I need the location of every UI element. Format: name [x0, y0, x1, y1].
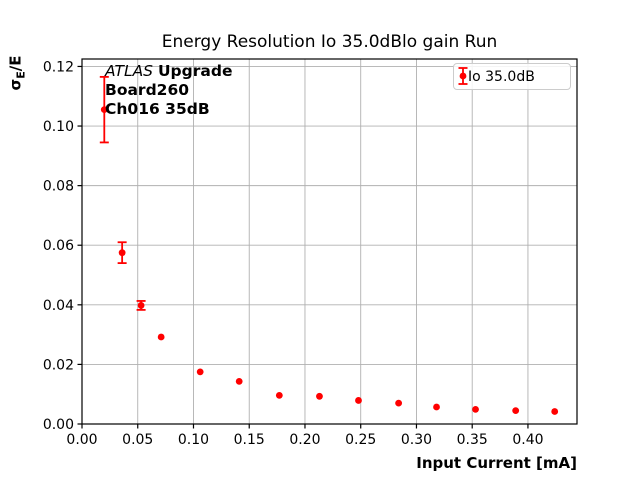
y-tick-label: 0.10 [43, 119, 74, 135]
annotation-atlas: ATLAS [105, 62, 154, 80]
chart-title: Energy Resolution Io 35.0dBlo gain Run [161, 32, 498, 52]
data-point [235, 377, 243, 385]
data-point [551, 408, 559, 415]
data-point [100, 106, 108, 114]
x-tick-label: 0.30 [401, 432, 432, 448]
ylabel-sigma: σ [6, 78, 25, 91]
x-tick-label: 0.15 [234, 432, 265, 448]
x-tick-label: 0.35 [457, 432, 488, 448]
x-tick-label: 0.05 [122, 432, 153, 448]
annotation-line-1: ATLAS Upgrade [105, 62, 232, 81]
data-point [472, 406, 479, 413]
y-tick-label: 0.12 [43, 59, 74, 75]
annotation-block: ATLAS Upgrade Board260 Ch016 35dB [105, 62, 232, 119]
data-point [433, 403, 440, 411]
y-tick-label: 0.04 [43, 298, 74, 314]
data-point [395, 399, 403, 407]
legend-label: Io 35.0dB [468, 68, 535, 85]
y-tick-label: 0.00 [43, 417, 74, 433]
data-point [316, 392, 323, 400]
x-tick-label: 0.40 [512, 432, 543, 448]
annotation-upgrade: Upgrade [157, 62, 233, 80]
legend-errorbar-icon [458, 67, 468, 85]
ylabel-subscript: E [14, 71, 28, 79]
x-tick-label: 0.10 [178, 432, 209, 448]
legend: Io 35.0dB [453, 63, 571, 90]
x-axis-label: Input Current [mA] [416, 454, 577, 472]
data-point [137, 302, 145, 309]
y-axis-label: σE/E [7, 56, 28, 91]
data-point [512, 407, 520, 414]
y-tick-label: 0.08 [43, 179, 74, 195]
ylabel-rest: /E [6, 55, 25, 72]
axes-frame [81, 58, 578, 425]
annotation-line-3: Ch016 35dB [105, 100, 210, 118]
x-tick-label: 0.20 [289, 432, 320, 448]
data-point [196, 368, 204, 376]
data-point [118, 249, 126, 257]
annotation-line-2: Board260 [105, 81, 190, 99]
x-tick-label: 0.00 [66, 432, 97, 448]
y-tick-label: 0.06 [43, 238, 74, 254]
data-point [157, 333, 165, 341]
data-point [275, 391, 283, 399]
data-point [355, 397, 362, 404]
y-tick-label: 0.02 [43, 357, 74, 373]
x-tick-label: 0.25 [345, 432, 376, 448]
